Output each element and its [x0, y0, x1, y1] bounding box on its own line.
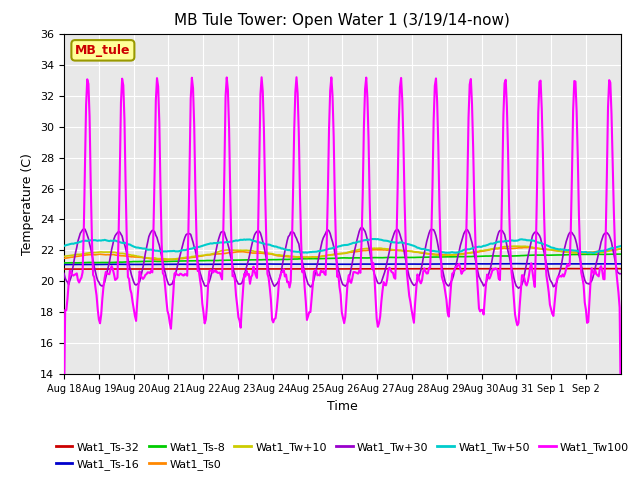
- Text: MB_tule: MB_tule: [75, 44, 131, 57]
- X-axis label: Time: Time: [327, 400, 358, 413]
- Legend: Wat1_Ts-32, Wat1_Ts-16, Wat1_Ts-8, Wat1_Ts0, Wat1_Tw+10, Wat1_Tw+30, Wat1_Tw+50,: Wat1_Ts-32, Wat1_Ts-16, Wat1_Ts-8, Wat1_…: [51, 438, 634, 474]
- Y-axis label: Temperature (C): Temperature (C): [22, 153, 35, 255]
- Title: MB Tule Tower: Open Water 1 (3/19/14-now): MB Tule Tower: Open Water 1 (3/19/14-now…: [175, 13, 510, 28]
